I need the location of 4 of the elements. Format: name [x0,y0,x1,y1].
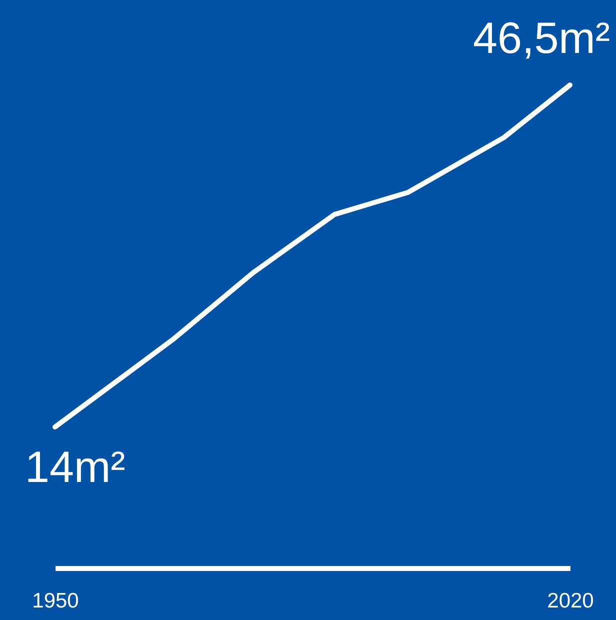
x-tick-label: 2020 [547,590,594,612]
data-label: 14m² [25,443,126,492]
data-label: 46,5m² [473,14,610,63]
x-tick-label: 1950 [32,590,79,612]
